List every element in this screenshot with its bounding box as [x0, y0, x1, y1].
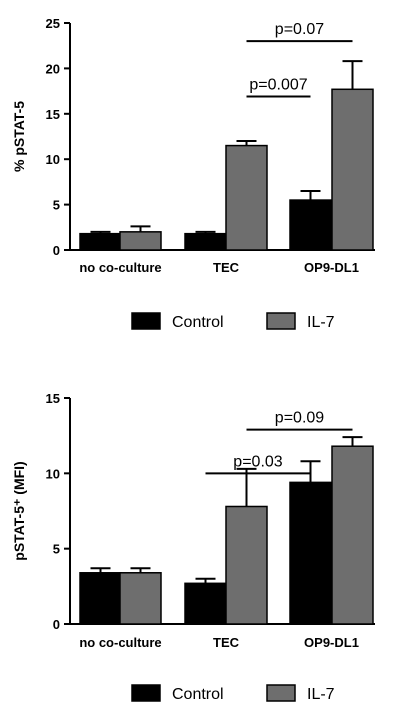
legend: Control IL-7: [131, 684, 335, 703]
legend-label: Control: [172, 686, 224, 703]
legend-swatch-il-7: [266, 312, 296, 330]
significance-label: p=0.07: [275, 21, 324, 38]
bar-il-7-1: [225, 144, 268, 251]
y-tick-label: 0: [53, 617, 60, 632]
bar-il-7-2: [331, 88, 374, 251]
y-tick-label: 5: [53, 542, 60, 557]
y-tick-label: 0: [53, 243, 60, 258]
significance-label: p=0.007: [249, 77, 307, 94]
x-category-label: TEC: [213, 635, 240, 650]
y-tick-label: 20: [46, 61, 60, 76]
legend-label: IL-7: [307, 314, 335, 331]
y-tick-label: 25: [46, 16, 60, 31]
x-category-label: no co-culture: [79, 260, 161, 275]
y-axis-label: pSTAT-5⁺ (MFI): [11, 461, 27, 560]
legend-swatch-control: [131, 312, 161, 330]
x-category-label: OP9-DL1: [304, 635, 359, 650]
bar-control-1: [184, 582, 227, 625]
legend-label: IL-7: [307, 686, 335, 703]
y-tick-label: 10: [46, 466, 60, 481]
significance-label: p=0.09: [275, 410, 324, 427]
bar-control-0: [79, 232, 122, 251]
bar-control-0: [79, 572, 122, 625]
legend-label: Control: [172, 314, 224, 331]
y-tick-label: 15: [46, 391, 60, 406]
bar-il-7-2: [331, 445, 374, 625]
significance-label: p=0.03: [233, 453, 282, 470]
chart-panel-2: 0 5 10 15 pSTAT-5⁺ (MFI) no co-culture TEC OP9-…: [11, 391, 375, 703]
bar-control-2: [289, 199, 332, 251]
legend: Control IL-7: [131, 312, 335, 331]
y-tick-label: 15: [46, 107, 60, 122]
y-axis-label: % pSTAT-5: [11, 101, 27, 172]
bar-control-1: [184, 232, 227, 251]
y-tick-label: 5: [53, 198, 60, 213]
x-category-label: OP9-DL1: [304, 260, 359, 275]
bar-control-2: [289, 481, 332, 625]
bar-il-7-1: [225, 505, 268, 625]
chart-panel-1: 0 5 10 15 20 25 % pSTAT-5 no co-culture TEC OP9-D…: [11, 16, 375, 331]
y-tick-label: 10: [46, 152, 60, 167]
x-category-label: no co-culture: [79, 635, 161, 650]
x-category-label: TEC: [213, 260, 240, 275]
legend-swatch-control: [131, 684, 161, 702]
bar-il-7-0: [119, 231, 162, 251]
legend-swatch-il-7: [266, 684, 296, 702]
bar-il-7-0: [119, 572, 162, 625]
